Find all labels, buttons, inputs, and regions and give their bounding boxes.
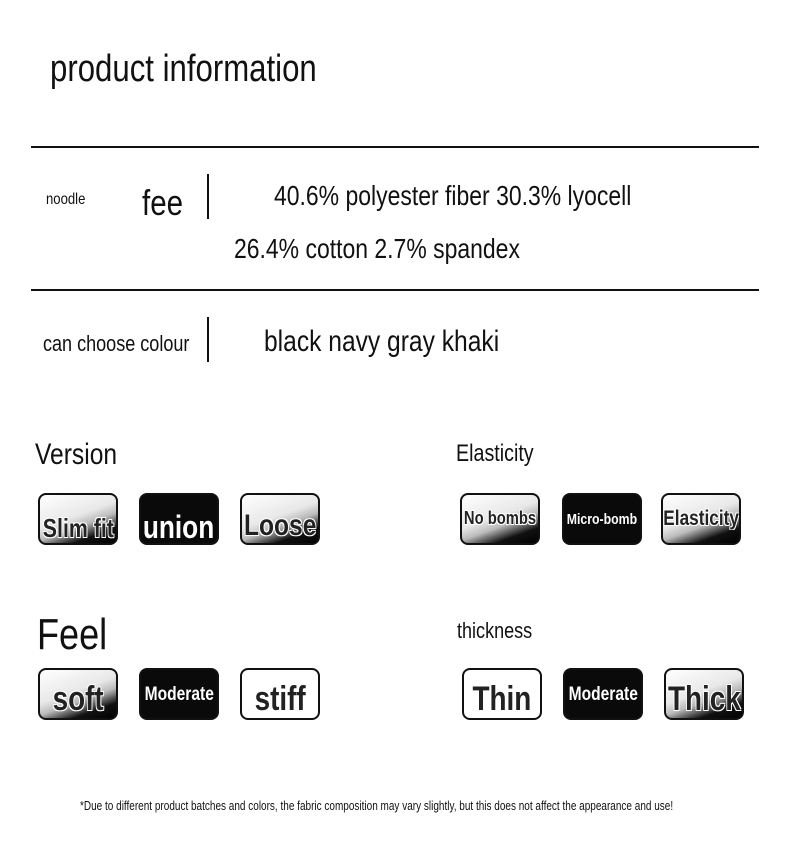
page-title: product information — [50, 48, 317, 90]
footnote: *Due to different product batches and co… — [80, 799, 674, 813]
fabric-label-2: fee — [142, 182, 184, 223]
fabric-label: noodle — [46, 191, 86, 208]
colour-value: black navy gray khaki — [264, 325, 500, 358]
option-no-bombs[interactable]: No bombs — [460, 493, 540, 545]
fabric-line-1: 40.6% polyester fiber 30.3% lyocell — [274, 180, 632, 211]
option-union-selected[interactable]: union — [139, 493, 219, 545]
thickness-title: thickness — [457, 618, 533, 643]
option-stiff[interactable]: stiff — [240, 668, 320, 720]
option-moderate-selected[interactable]: Moderate — [139, 668, 219, 720]
feel-title: Feel — [37, 610, 108, 659]
fabric-line-2: 26.4% cotton 2.7% spandex — [234, 233, 520, 264]
colour-label: can choose colour — [43, 331, 190, 356]
divider — [207, 174, 209, 219]
divider — [207, 317, 209, 362]
option-thick[interactable]: Thick — [664, 668, 744, 720]
version-title: Version — [35, 438, 118, 471]
option-soft[interactable]: soft — [38, 668, 118, 720]
option-loose[interactable]: Loose — [240, 493, 320, 545]
divider — [31, 289, 759, 291]
option-micro-bomb-selected[interactable]: Micro-bomb — [562, 493, 642, 545]
elasticity-title: Elasticity — [456, 440, 534, 467]
divider — [31, 146, 759, 148]
option-moderate-selected[interactable]: Moderate — [563, 668, 643, 720]
option-elasticity[interactable]: Elasticity — [661, 493, 741, 545]
option-slim-fit[interactable]: Slim fit — [38, 493, 118, 545]
option-thin[interactable]: Thin — [462, 668, 542, 720]
